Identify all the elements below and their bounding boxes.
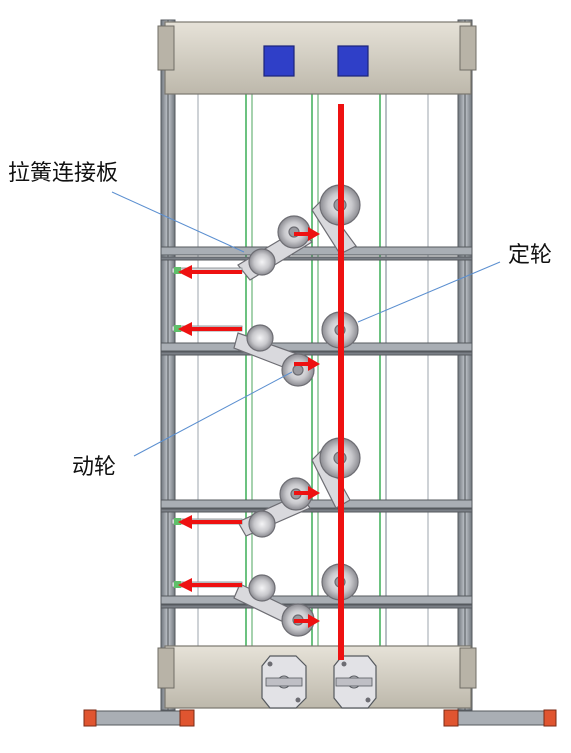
red-arrow-icon <box>294 227 320 628</box>
frame-posts <box>160 19 473 711</box>
clamp-block-right <box>333 655 377 709</box>
label-fixed-pulley: 定轮 <box>508 243 553 268</box>
callout-leaders <box>111 191 501 457</box>
pulley-wheel-icon <box>246 324 274 352</box>
pulley-wheel-icon <box>248 574 276 602</box>
leader-fixed-pulley <box>357 261 501 323</box>
bottom-plate <box>157 645 477 709</box>
clamp-block-left <box>261 655 307 709</box>
blue-square-block-icon <box>263 45 295 77</box>
blue-square-block-icon <box>337 45 369 77</box>
leader-spring-plate <box>111 191 245 253</box>
top-plate <box>157 21 477 95</box>
horizontal-rails <box>160 246 473 609</box>
pulley-wheel-icon <box>248 510 276 538</box>
pulley-wheel-icon <box>248 248 276 276</box>
leader-moving-pulley <box>133 371 293 457</box>
label-spring-plate: 拉簧连接板 <box>8 161 119 186</box>
label-moving-pulley: 动轮 <box>72 455 117 480</box>
red-center-line <box>338 104 344 660</box>
spring-rods <box>171 267 243 588</box>
base-feet <box>83 709 557 727</box>
red-arrow-icon <box>178 265 242 592</box>
